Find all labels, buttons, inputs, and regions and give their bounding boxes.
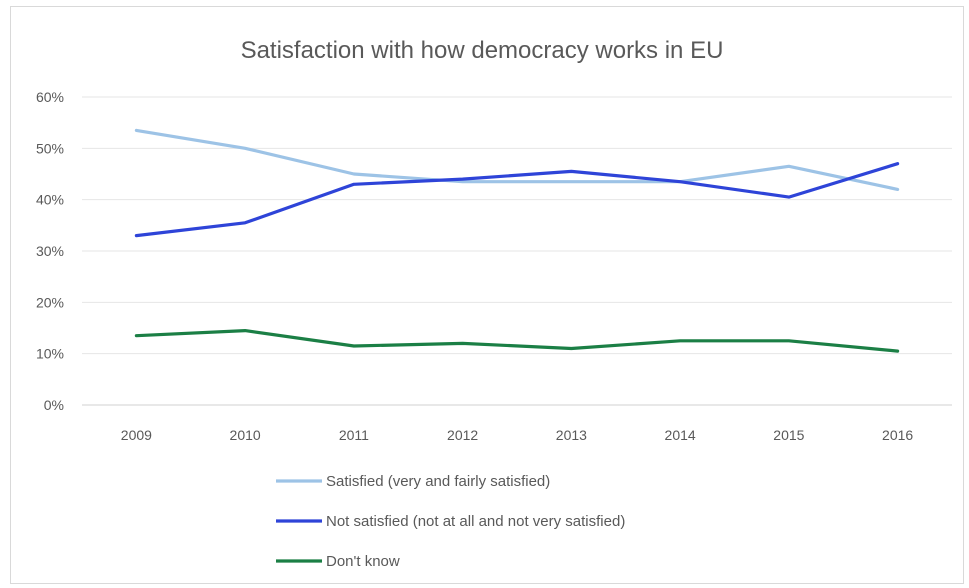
- x-tick-label: 2016: [882, 427, 913, 443]
- series-lines: [134, 128, 900, 353]
- legend-label: Satisfied (very and fairly satisfied): [326, 473, 550, 490]
- chart-frame: [10, 6, 964, 584]
- grid-lines: [82, 96, 952, 406]
- chart-title: Satisfaction with how democracy works in…: [241, 37, 724, 64]
- x-tick-label: 2013: [556, 427, 587, 443]
- y-tick-label: 0%: [44, 397, 64, 413]
- y-tick-label: 50%: [36, 140, 64, 156]
- x-axis-ticks: 2009 2010 2011 2012 2013 2014 2015 2016: [121, 427, 914, 443]
- x-tick-label: 2010: [230, 427, 261, 443]
- legend-label: Not satisfied (not at all and not very s…: [326, 513, 625, 530]
- y-tick-label: 30%: [36, 243, 64, 259]
- legend: Satisfied (very and fairly satisfied) Not…: [276, 473, 625, 570]
- x-tick-label: 2009: [121, 427, 152, 443]
- x-tick-label: 2011: [339, 427, 369, 443]
- series-line-1: [134, 128, 900, 191]
- series-line-2: [134, 162, 900, 238]
- x-tick-label: 2014: [665, 427, 696, 443]
- y-tick-label: 40%: [36, 192, 64, 208]
- x-tick-label: 2015: [773, 427, 804, 443]
- y-tick-label: 20%: [36, 294, 64, 310]
- series-line-3: [134, 329, 900, 353]
- legend-label: Don't know: [326, 553, 400, 570]
- y-tick-label: 60%: [36, 89, 64, 105]
- y-axis-ticks: 0% 10% 20% 30% 40% 50% 60%: [36, 89, 64, 413]
- y-tick-label: 10%: [36, 346, 64, 362]
- x-tick-label: 2012: [447, 427, 478, 443]
